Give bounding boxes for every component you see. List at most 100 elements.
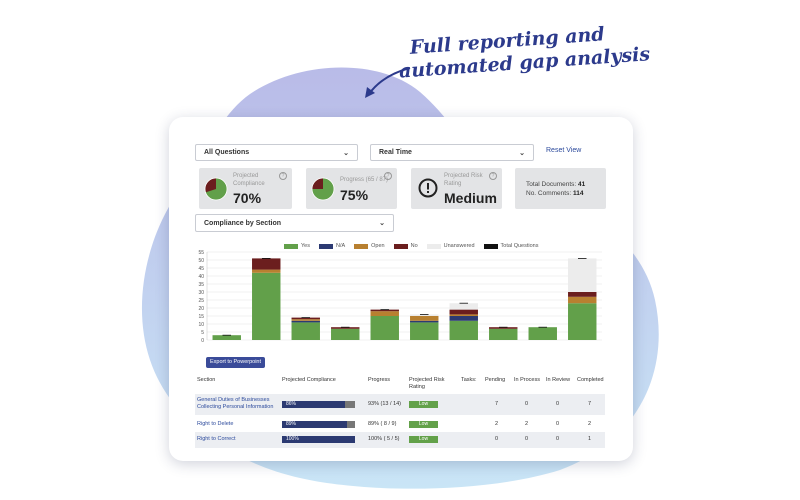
bar-segment-unanswered [410,314,439,316]
compliance-bar: 86% [282,401,355,408]
help-icon[interactable]: ? [489,172,497,180]
risk-badge: Low [409,401,438,408]
total-comments-value: 114 [572,190,584,197]
col-header-in-review: In Review [546,377,571,383]
row-in-review: 0 [556,401,560,407]
y-tick-label: 20 [198,306,204,312]
kpi-label: Projected Risk Rating [444,173,483,187]
bar-segment-open [252,269,281,273]
compliance-pie-icon [204,177,228,201]
bar-segment-na [291,320,320,323]
row-section[interactable]: Right to Delete [197,421,234,427]
row-in-review: 0 [556,421,560,427]
kpi-label: Projected Compliance [233,173,265,187]
compliance-value: 86% [286,401,297,407]
compliance-value: 100% [286,436,299,442]
row-completed: 2 [588,421,592,427]
bar-segment-yes [252,272,281,340]
col-header-in-process: In Process [514,377,540,383]
row-completed: 7 [588,401,592,407]
dashboard-card: All Questions ⌄ Real Time ⌄ Reset View P… [169,117,633,461]
y-tick-label: 0 [201,338,204,344]
legend-label: No [410,243,418,249]
y-tick-label: 40 [198,274,204,280]
row-progress: 100% ( 5 / 5) [368,436,400,442]
col-header-completed: Completed [577,377,604,383]
bar-segment-yes [370,316,399,340]
table-row[interactable]: Right to Correct 100% 100% ( 5 / 5) Low … [195,432,605,448]
bar-segment-open [449,314,478,316]
kpi-projected-compliance: Projected Compliance 70% ? [199,168,292,209]
row-pending: 7 [495,401,499,407]
legend-label: Yes [301,243,310,249]
bar-segment-no [252,258,281,270]
total-documents-label: Total Documents: [526,181,577,188]
legend-item-total: Total Questions [483,243,538,249]
kpi-value: 75% [340,187,369,203]
bar-segment-open [291,319,320,321]
table-row[interactable]: Right to Delete 89% 89% ( 8 / 9) Low 2 2… [195,417,605,433]
legend-label: Open [371,243,385,249]
total-comments-label: No. Comments: [526,190,572,197]
row-section[interactable]: General Duties of Businesses Collecting … [197,397,274,410]
compliance-value: 89% [286,421,297,427]
chevron-down-icon: ⌄ [519,149,525,157]
bar-segment-na [410,320,439,323]
section-select[interactable]: Compliance by Section ⌄ [195,214,394,232]
legend-item-yes: Yes [284,243,310,249]
bar-segment-open [370,311,399,316]
total-documents-value: 41 [578,181,586,188]
total-comments: No. Comments: 114 [526,190,583,197]
chevron-down-icon: ⌄ [343,149,349,157]
compliance-bar: 100% [282,436,355,443]
row-pending: 0 [495,436,499,442]
kpi-label: Progress (65 / 87) [340,177,389,183]
col-header-tasks: Tasks: [461,377,477,383]
row-completed: 1 [588,436,592,442]
bar-segment-unanswered [568,258,597,292]
questions-select[interactable]: All Questions ⌄ [195,144,358,161]
help-icon[interactable]: ? [384,172,392,180]
row-in-process: 0 [525,401,529,407]
bar-segment-no [291,317,320,320]
kpi-value: Medium [444,190,497,206]
progress-pie-icon [311,177,335,201]
col-header-section: Section [197,377,216,383]
bar-segment-no [331,327,360,329]
compliance-chart: 0 5 10 15 20 25 30 35 40 45 50 55 [198,250,602,344]
y-tick-label: 30 [198,290,204,296]
compliance-bar: 89% [282,421,355,428]
time-select[interactable]: Real Time ⌄ [370,144,534,161]
reset-view-link[interactable]: Reset View [546,147,582,154]
risk-badge: Low [409,436,438,443]
col-header-progress: Progress [368,377,391,383]
section-select-value: Compliance by Section [204,219,282,227]
arrow-icon [365,67,411,98]
export-powerpoint-button[interactable]: Export to Powerpoint [206,357,265,368]
kpi-value: 70% [233,190,262,206]
legend-label: Unanswered [443,243,475,249]
col-header-pending: Pending [485,377,506,383]
table-row[interactable]: General Duties of Businesses Collecting … [195,394,605,415]
row-in-review: 0 [556,436,560,442]
bar-segment-unanswered [449,303,478,310]
kpi-progress: Progress (65 / 87) 75% ? [306,168,397,209]
bar-segment-open [568,296,597,304]
bar-segment-no [568,292,597,297]
chart-legend: Yes N/A Open No Unanswered Total Questio… [284,243,538,249]
bar-segment-yes [331,328,360,340]
bar-segment-no [370,309,399,312]
risk-badge: Low [409,421,438,428]
legend-item-unanswered: Unanswered [426,243,475,249]
bar-segment-yes [489,328,518,340]
help-icon[interactable]: ? [279,172,287,180]
row-section[interactable]: Right to Correct [197,436,236,442]
row-pending: 2 [495,421,499,427]
legend-item-open: Open [354,243,385,249]
kpi-totals: Total Documents: 41 No. Comments: 114 [515,168,606,209]
y-tick-label: 5 [201,330,204,336]
row-in-process: 2 [525,421,529,427]
bar-segment-open [410,316,439,321]
time-select-value: Real Time [379,149,412,156]
kpi-risk: Projected Risk Rating Medium ? [411,168,502,209]
